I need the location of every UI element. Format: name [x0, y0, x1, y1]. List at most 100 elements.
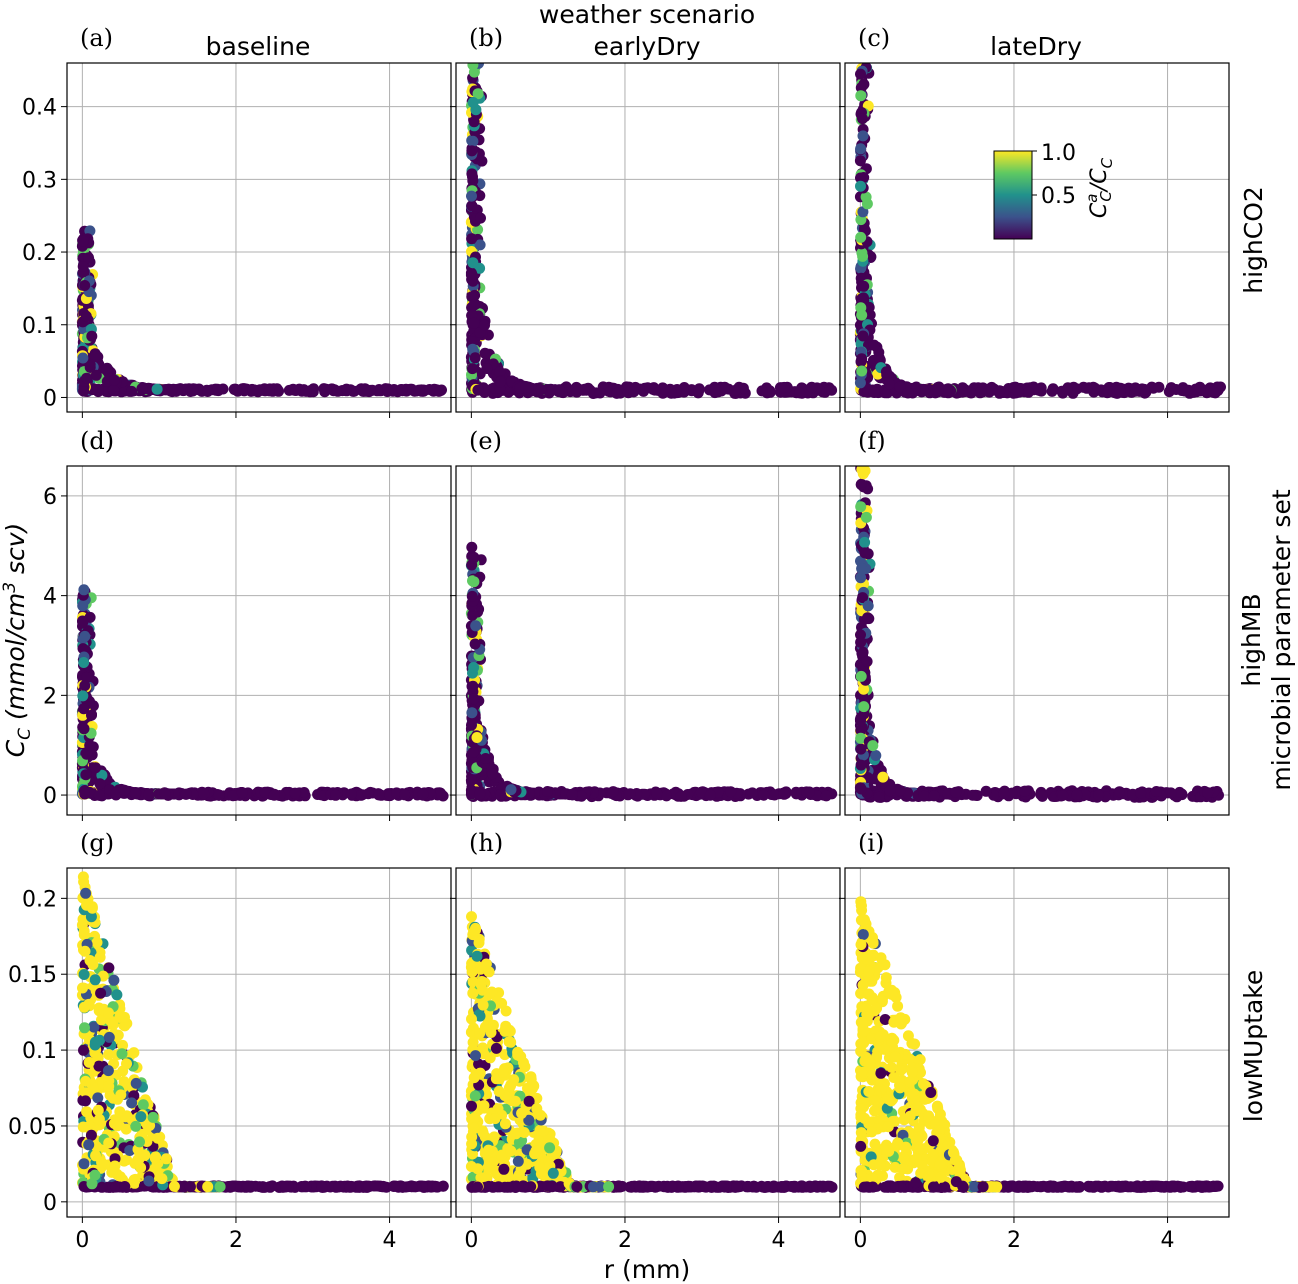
scatter-point: [857, 113, 868, 125]
scatter-point: [83, 252, 95, 264]
scatter-point: [495, 789, 507, 800]
y-tick-label: 0: [43, 1191, 57, 1216]
scatter-point: [472, 224, 484, 236]
scatter-point: [466, 269, 478, 281]
scatter-point: [653, 1180, 665, 1192]
scatter-point: [345, 788, 357, 800]
scatter-point: [467, 257, 479, 269]
scatter-point: [865, 251, 877, 263]
scatter-point: [388, 384, 400, 395]
scatter-point: [778, 788, 790, 800]
scatter-point: [474, 788, 486, 800]
scatter-point: [466, 168, 478, 180]
scatter-point: [542, 786, 553, 797]
scatter-point: [103, 962, 115, 974]
scatter-point: [103, 1049, 115, 1060]
scatter-point: [77, 352, 89, 364]
scatter-point: [856, 365, 868, 377]
scatter-point: [198, 788, 210, 800]
scatter-point: [1174, 786, 1186, 798]
scatter-point: [519, 1061, 531, 1073]
panel-a: (a)00.10.20.30.4: [22, 24, 452, 418]
scatter-point: [78, 925, 90, 937]
scatter-point: [121, 1058, 132, 1070]
scatter-point: [187, 385, 199, 397]
scatter-point: [1006, 787, 1018, 799]
x-tick-label: 2: [229, 1228, 243, 1253]
scatter-points-f: [854, 466, 1224, 803]
scatter-point: [474, 1010, 486, 1022]
scatter-point: [134, 1136, 145, 1148]
scatter-point: [180, 788, 192, 800]
scatter-point: [826, 384, 838, 396]
scatter-point: [88, 1021, 100, 1033]
scatter-point: [855, 724, 867, 736]
scatter-point: [862, 612, 874, 624]
scatter-point: [89, 1169, 101, 1181]
scatter-point: [84, 739, 96, 751]
scatter-point: [184, 1181, 196, 1193]
scatter-point: [649, 384, 661, 396]
scatter-point: [108, 974, 120, 986]
scatter-point: [855, 572, 867, 584]
scatter-point: [520, 381, 531, 393]
scatter-point: [474, 190, 486, 202]
scatter-point: [870, 750, 882, 761]
scatter-point: [468, 576, 480, 588]
scatter-point: [92, 1104, 104, 1116]
scatter-point: [1093, 789, 1105, 801]
scatter-point: [79, 630, 91, 642]
scatter-point: [202, 386, 214, 397]
scatter-point: [92, 1052, 104, 1064]
scatter-point: [710, 383, 722, 395]
scatter-point: [1153, 381, 1165, 393]
scatter-point: [77, 871, 89, 883]
column-title-lateDry: lateDry: [990, 32, 1082, 61]
scatter-point: [80, 1075, 92, 1087]
scatter-point: [136, 383, 148, 395]
scatter-point: [213, 789, 225, 801]
scatter-point: [855, 783, 867, 795]
scatter-point: [119, 1020, 131, 1032]
axes-frame-g: [66, 867, 452, 1218]
scatter-point: [867, 740, 879, 752]
scatter-point: [1089, 382, 1101, 394]
scatter-point: [695, 786, 707, 798]
scatter-point: [83, 1139, 95, 1151]
scatter-point: [466, 541, 478, 553]
scatter-point: [487, 1181, 499, 1193]
scatter-point: [78, 1044, 89, 1056]
scatter-point: [1129, 382, 1141, 394]
panel-h: (h)0 2 4: [450, 829, 841, 1253]
scatter-point: [79, 945, 91, 957]
row-label-lowMUptake: lowMUptake: [1239, 970, 1268, 1123]
scatter-point: [124, 1145, 136, 1156]
scatter-points-h: [465, 911, 838, 1193]
scatter-point: [77, 600, 89, 612]
scatter-point: [553, 384, 565, 396]
scatter-point: [704, 789, 716, 801]
scatter-point: [224, 1180, 236, 1192]
panel-label-b: (b): [469, 24, 503, 52]
scatter-point: [856, 563, 868, 575]
scatter-point: [1179, 385, 1191, 397]
y-tick-label: 0.3: [22, 168, 57, 193]
scatter-point: [227, 790, 239, 802]
scatter-point: [661, 790, 672, 802]
scatter-point: [102, 1065, 114, 1077]
scatter-point: [433, 385, 445, 397]
scatter-point: [117, 1039, 129, 1051]
scatter-point: [90, 762, 102, 774]
scatter-point: [94, 951, 106, 963]
scatter-point: [432, 1181, 443, 1193]
scatter-point: [78, 584, 90, 596]
scatter-point: [424, 384, 436, 395]
scatter-point: [524, 1085, 536, 1097]
scatter-point: [693, 385, 705, 397]
scatter-point: [1114, 385, 1126, 397]
scatter-point: [884, 378, 895, 390]
axes-frame-c: [844, 62, 1230, 413]
scatter-point: [80, 769, 92, 781]
scatter-point: [607, 786, 619, 798]
scatter-point: [78, 703, 90, 715]
